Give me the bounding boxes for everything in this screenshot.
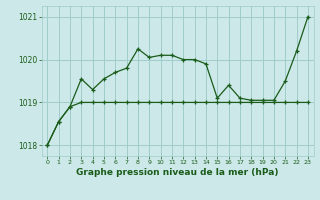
X-axis label: Graphe pression niveau de la mer (hPa): Graphe pression niveau de la mer (hPa) [76, 168, 279, 177]
